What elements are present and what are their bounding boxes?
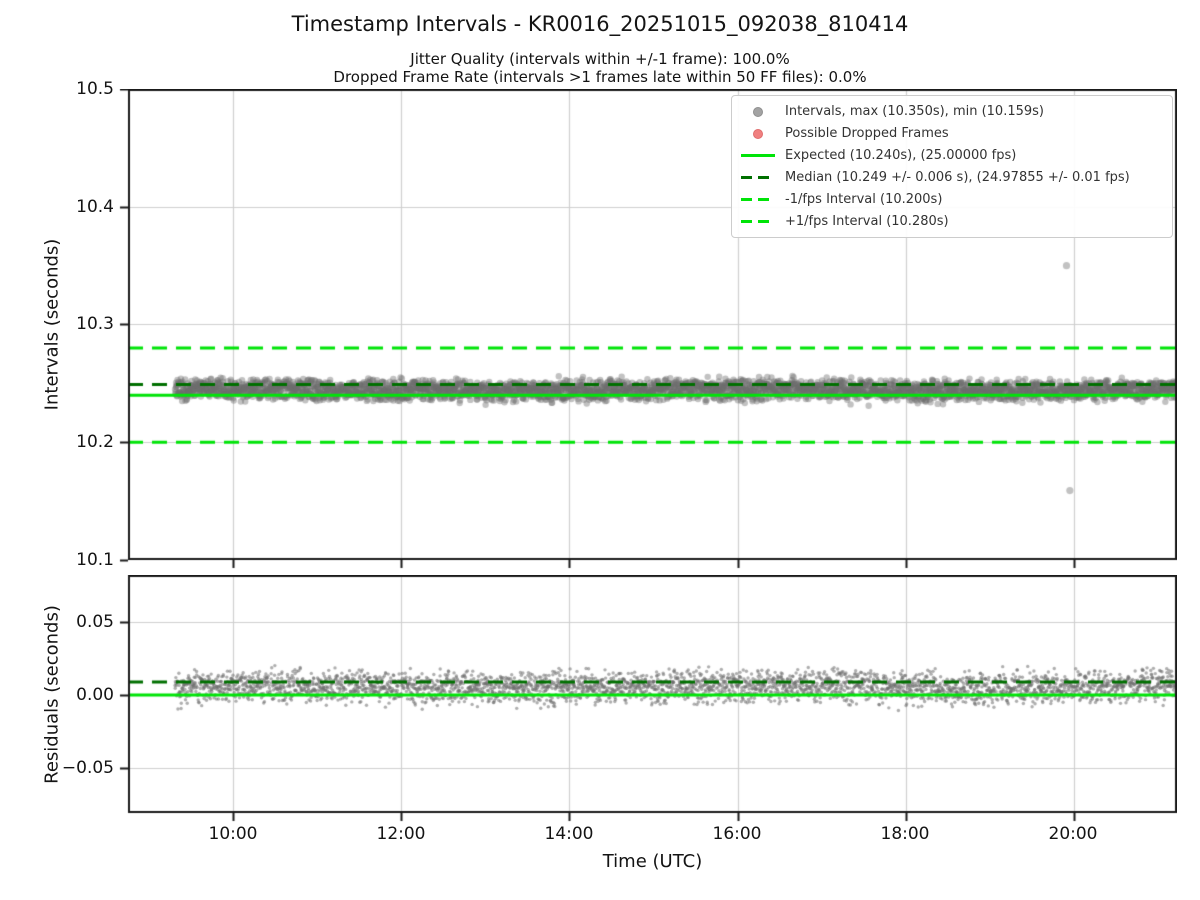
dashed-lime-line-icon xyxy=(741,220,775,223)
xtick-14-00: 14:00 xyxy=(544,824,594,844)
legend-label: +1/fps Interval (10.280s) xyxy=(785,214,949,229)
solid-lime-line-icon xyxy=(741,154,775,157)
y-axis-label-residuals: Residuals (seconds) xyxy=(41,605,63,784)
ytick-top-10-5: 10.5 xyxy=(76,79,114,99)
ytick-top-10-1: 10.1 xyxy=(76,550,114,570)
page-title: Timestamp Intervals - KR0016_20251015_09… xyxy=(291,12,909,36)
legend-label: Expected (10.240s), (25.00000 fps) xyxy=(785,148,1017,163)
ytick-top-10-2: 10.2 xyxy=(76,432,114,452)
xtick-20-00: 20:00 xyxy=(1048,824,1098,844)
ytick-bot-0-05: 0.05 xyxy=(76,612,114,632)
legend-label: -1/fps Interval (10.200s) xyxy=(785,192,943,207)
ytick-bot-0-00: 0.00 xyxy=(76,685,114,705)
legend-item-dropped-frames: Possible Dropped Frames xyxy=(738,125,1164,142)
dashed-lime-line-icon xyxy=(741,198,775,201)
ytick-top-10-4: 10.4 xyxy=(76,197,114,217)
y-axis-label-intervals: Intervals (seconds) xyxy=(41,238,63,411)
legend-label: Intervals, max (10.350s), min (10.159s) xyxy=(785,104,1044,119)
xtick-12-00: 12:00 xyxy=(376,824,426,844)
legend-item-median: Median (10.249 +/- 0.006 s), (24.97855 +… xyxy=(738,169,1164,186)
xtick-16-00: 16:00 xyxy=(712,824,762,844)
red-dot-marker-icon xyxy=(753,128,763,139)
x-axis-label-time-utc: Time (UTC) xyxy=(602,851,703,872)
legend-label: Median (10.249 +/- 0.006 s), (24.97855 +… xyxy=(785,170,1130,185)
residuals-plot-canvas xyxy=(114,575,1177,827)
xtick-10-00: 10:00 xyxy=(208,824,258,844)
dashed-darkgreen-line-icon xyxy=(741,176,775,179)
legend-box: Intervals, max (10.350s), min (10.159s) … xyxy=(731,95,1173,238)
ytick-top-10-3: 10.3 xyxy=(76,314,114,334)
legend-item-plus-1fps: +1/fps Interval (10.280s) xyxy=(738,213,1164,230)
legend-item-minus-1fps: -1/fps Interval (10.200s) xyxy=(738,191,1164,208)
subtitle-dropped-frame-rate: Dropped Frame Rate (intervals >1 frames … xyxy=(333,68,867,86)
legend-label: Possible Dropped Frames xyxy=(785,126,949,141)
legend-item-intervals: Intervals, max (10.350s), min (10.159s) xyxy=(738,103,1164,120)
ytick-bot-neg-0-05: −0.05 xyxy=(61,758,114,778)
legend-item-expected: Expected (10.240s), (25.00000 fps) xyxy=(738,147,1164,164)
xtick-18-00: 18:00 xyxy=(880,824,930,844)
gray-dot-marker-icon xyxy=(753,106,763,117)
subtitle-jitter-quality: Jitter Quality (intervals within +/-1 fr… xyxy=(410,50,790,68)
